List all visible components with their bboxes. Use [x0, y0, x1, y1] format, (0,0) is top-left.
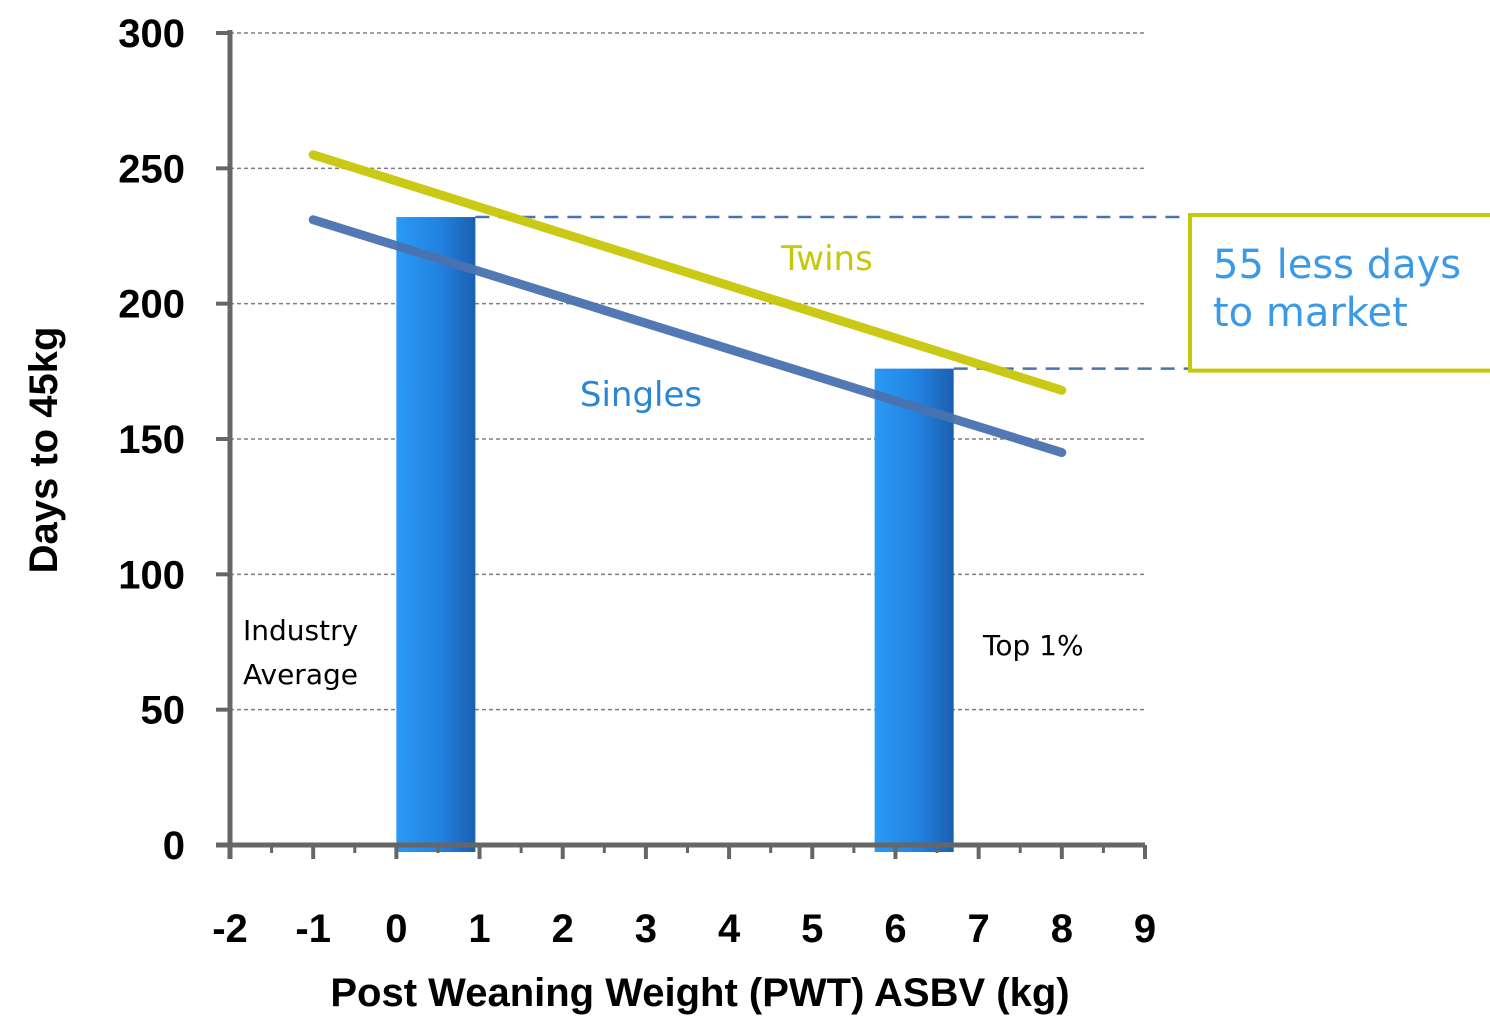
series-line: [308, 215, 1067, 458]
y-tick-label: 300: [118, 12, 185, 56]
x-tick-label: 0: [385, 907, 407, 951]
callout-text: 55 less days to market: [1213, 242, 1461, 336]
y-tick-label: 0: [163, 824, 185, 868]
x-tick-label: 8: [1051, 907, 1073, 951]
y-tick-label: 150: [118, 418, 185, 462]
x-tick-label: 6: [884, 907, 906, 951]
series-label-twins: Twins: [780, 239, 873, 279]
series-lines: [308, 150, 1067, 458]
gridlines: [230, 32, 1145, 711]
y-tick-label: 200: [118, 283, 185, 327]
x-tick-label: 3: [635, 907, 657, 951]
x-tick-label: 1: [468, 907, 490, 951]
callout-box: [1188, 213, 1490, 373]
x-tick-label: 4: [718, 907, 741, 951]
x-tick-label: 5: [801, 907, 823, 951]
labels: 0 50 100 150 200 250 300 -2 -1 0 1 2 3 4 5 6 7 8 9 Post Wea…: [22, 12, 1156, 1015]
series-line: [308, 150, 1067, 395]
callout: 55 less days to market: [1188, 213, 1490, 373]
x-tick-label: 9: [1134, 907, 1156, 951]
bar: [396, 217, 476, 852]
axes: [216, 30, 1147, 859]
y-tick-label: 100: [118, 553, 185, 597]
x-tick-label: -1: [295, 907, 331, 951]
x-tick-label: -2: [212, 907, 248, 951]
bars: [396, 217, 954, 852]
y-axis-title: Days to 45kg: [22, 327, 66, 574]
bar-note-industry-average: Industry Average: [243, 614, 358, 691]
x-axis-title: Post Weaning Weight (PWT) ASBV (kg): [330, 971, 1069, 1015]
bar: [874, 368, 954, 852]
x-tick-label: 7: [968, 907, 990, 951]
y-tick-label: 250: [118, 147, 185, 191]
x-tick-label: 2: [552, 907, 574, 951]
y-tick-label: 50: [141, 689, 186, 733]
bar-note-top-1-percent: Top 1%: [982, 629, 1084, 662]
series-label-singles: Singles: [580, 375, 702, 415]
